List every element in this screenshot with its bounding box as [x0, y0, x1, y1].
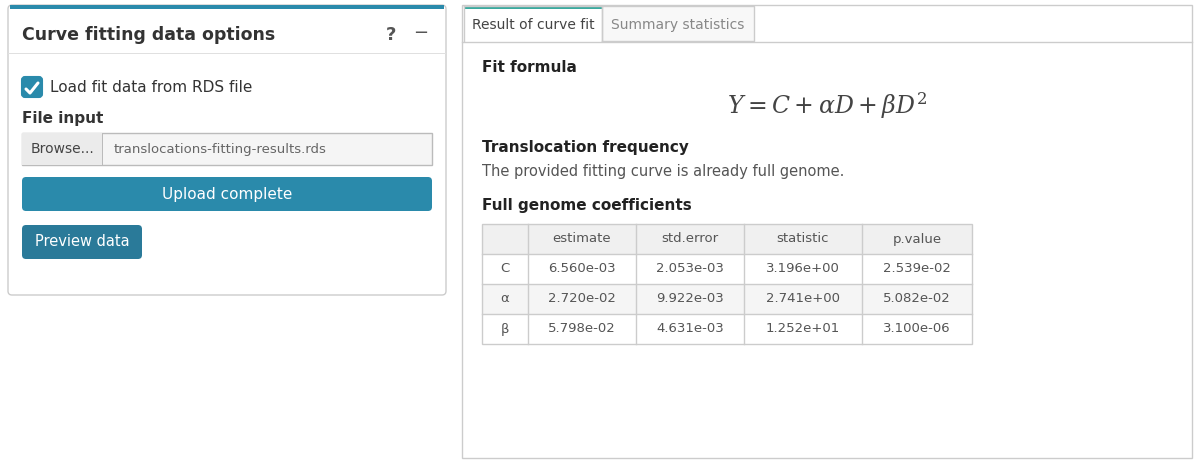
Text: statistic: statistic	[777, 232, 829, 245]
Bar	[602, 6, 754, 42]
FancyBboxPatch shape	[8, 5, 446, 295]
Text: 5.798e-02: 5.798e-02	[548, 323, 616, 336]
Bar	[482, 284, 972, 314]
Text: translocations-fitting-results.rds: translocations-fitting-results.rds	[114, 143, 327, 156]
Text: Translocation frequency: Translocation frequency	[482, 140, 689, 155]
Text: 3.100e-06: 3.100e-06	[883, 323, 951, 336]
Text: 1.252e+01: 1.252e+01	[766, 323, 841, 336]
Text: The provided fitting curve is already full genome.: The provided fitting curve is already fu…	[482, 164, 844, 179]
Bar	[482, 224, 972, 254]
Text: 2.741e+00: 2.741e+00	[766, 293, 839, 306]
Bar	[462, 5, 1193, 458]
Bar	[464, 6, 602, 9]
Text: Load fit data from RDS file: Load fit data from RDS file	[50, 80, 252, 94]
FancyBboxPatch shape	[22, 77, 42, 97]
Bar	[22, 133, 102, 165]
Text: Browse...: Browse...	[30, 142, 94, 156]
Text: Summary statistics: Summary statistics	[611, 18, 745, 32]
Text: estimate: estimate	[552, 232, 611, 245]
Text: $Y = C + \alpha D + \beta D^2$: $Y = C + \alpha D + \beta D^2$	[727, 91, 927, 121]
Bar	[482, 224, 972, 344]
Bar	[464, 6, 602, 42]
Text: 2.720e-02: 2.720e-02	[548, 293, 616, 306]
Text: p.value: p.value	[892, 232, 942, 245]
Text: Curve fitting data options: Curve fitting data options	[22, 26, 275, 44]
FancyBboxPatch shape	[22, 177, 432, 211]
Text: C: C	[501, 263, 509, 275]
Text: α: α	[501, 293, 509, 306]
Text: β: β	[501, 323, 509, 336]
Text: 2.053e-03: 2.053e-03	[656, 263, 724, 275]
Text: Upload complete: Upload complete	[162, 187, 292, 201]
Text: ?: ?	[386, 26, 396, 44]
Text: Fit formula: Fit formula	[482, 60, 576, 75]
Text: Preview data: Preview data	[35, 234, 130, 250]
Bar	[22, 133, 432, 165]
Text: 6.560e-03: 6.560e-03	[548, 263, 616, 275]
FancyBboxPatch shape	[22, 225, 142, 259]
Text: std.error: std.error	[662, 232, 718, 245]
Text: 2.539e-02: 2.539e-02	[883, 263, 951, 275]
Text: 4.631e-03: 4.631e-03	[656, 323, 724, 336]
Text: Result of curve fit: Result of curve fit	[472, 18, 594, 32]
Text: Full genome coefficients: Full genome coefficients	[482, 198, 692, 213]
Text: File input: File input	[22, 111, 103, 125]
Text: 9.922e-03: 9.922e-03	[656, 293, 724, 306]
Bar	[482, 254, 972, 284]
Bar	[10, 5, 444, 9]
Text: 3.196e+00: 3.196e+00	[766, 263, 839, 275]
Bar	[8, 53, 446, 54]
Text: 5.082e-02: 5.082e-02	[883, 293, 951, 306]
Bar	[482, 314, 972, 344]
Text: −: −	[413, 24, 429, 42]
